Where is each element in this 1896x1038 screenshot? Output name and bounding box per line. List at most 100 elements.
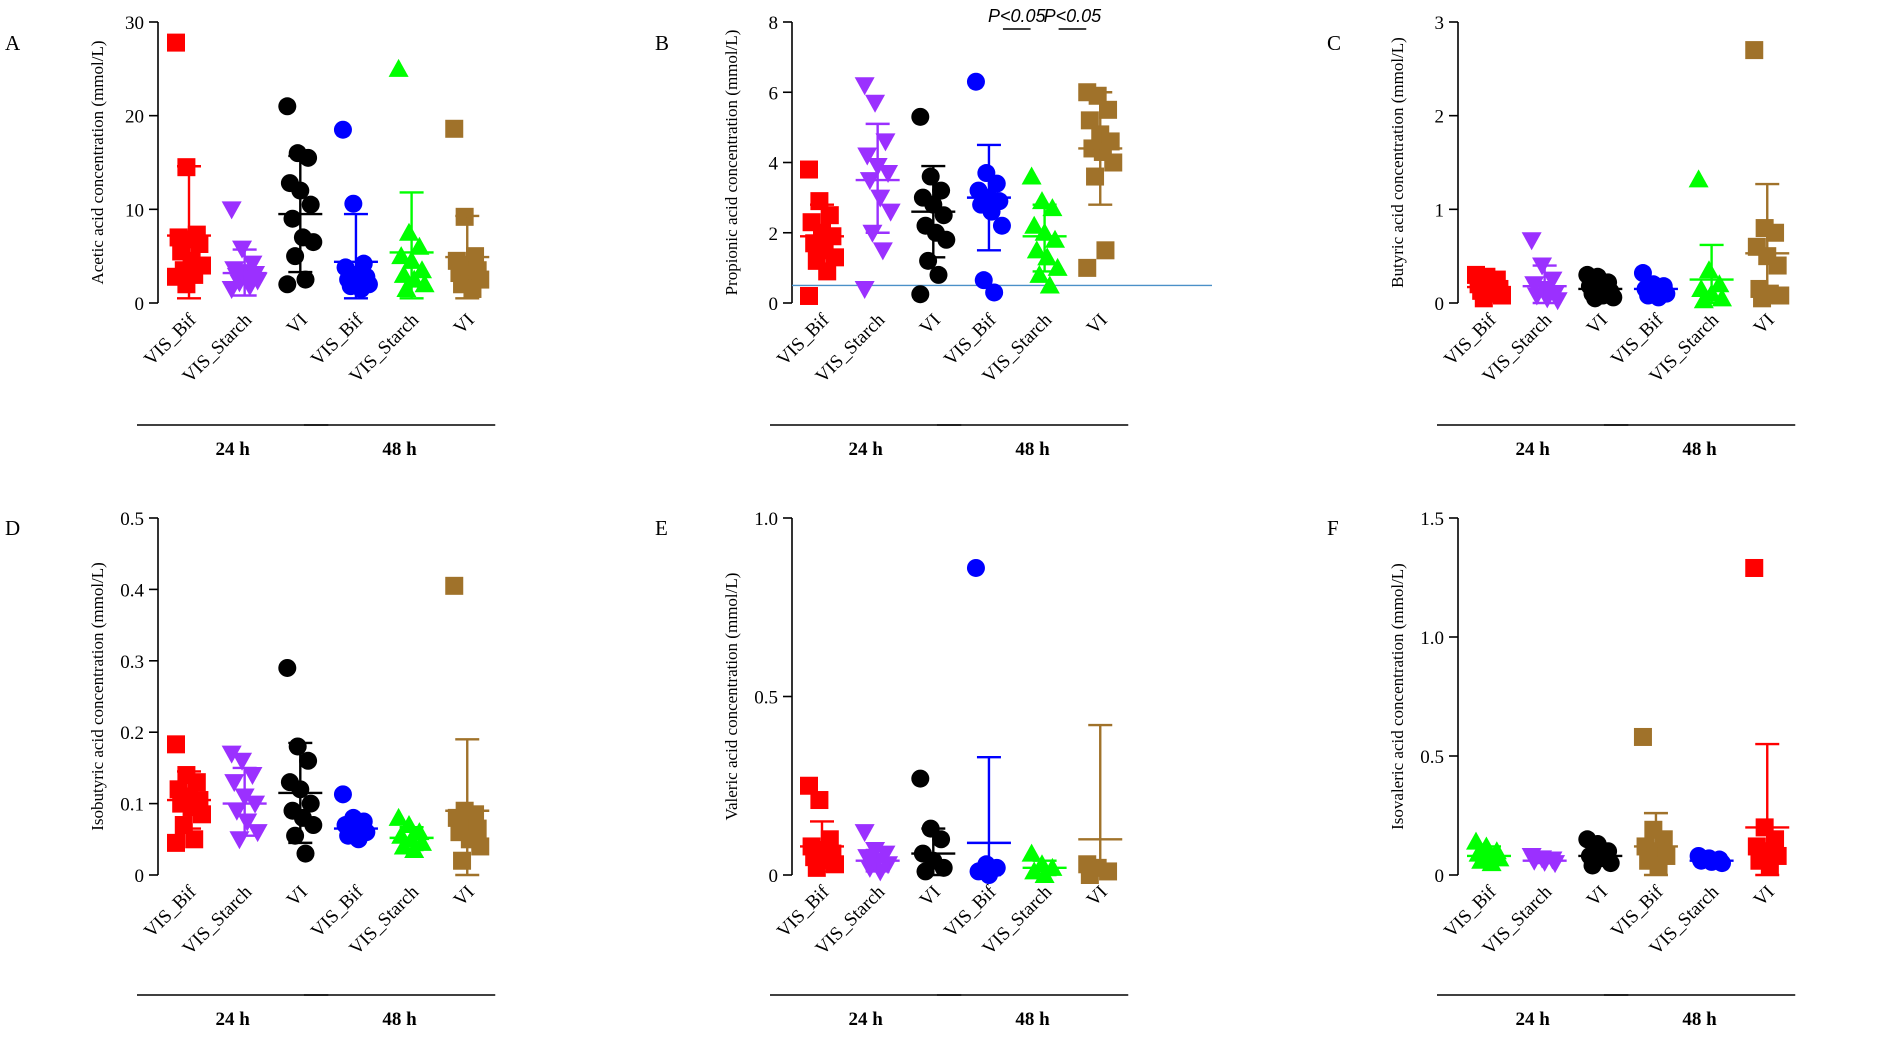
panel-d: D 0 0.1 0.2 0.3 0.4 0.5 Isobutyric acid concent… [5,509,496,1030]
data-point [932,830,951,849]
data-point [820,206,839,225]
y-tick-label: 6 [769,83,779,104]
series-vis-starch [1021,843,1067,883]
y-tick-label: 4 [769,154,779,175]
data-point [404,269,425,288]
data-point [399,222,419,241]
data-point [1096,241,1115,260]
category-label: VI [283,310,312,339]
category-label: VI [1750,882,1779,911]
data-point [929,265,948,284]
data-point [333,785,352,804]
series-vis-starch [221,745,268,850]
data-point [296,270,315,289]
category-label: VI [450,882,479,911]
series-vi [911,107,956,304]
data-point [1104,153,1123,172]
data-point [1745,558,1764,577]
data-point [987,174,1006,193]
data-point [854,824,875,843]
series-vis-bif [333,785,378,849]
y-tick-label: 0.5 [1420,747,1444,768]
data-point [237,813,258,832]
y-axis-label: Valeric acid concentration (mmol/L) [722,573,741,821]
series-vis-starch [1689,846,1734,873]
data-point [391,246,412,265]
data-point [221,280,242,299]
series-vis-starch [1521,847,1567,874]
data-point [301,195,320,214]
y-axis-label: Acetic acid concentration (mmol/L) [88,40,107,284]
data-point [247,824,268,843]
data-point [414,274,435,293]
data-point [911,285,930,304]
series-vi [278,658,323,863]
data-point [911,107,930,126]
data-point [299,148,318,167]
y-tick-label: 0.5 [120,509,144,530]
data-point [1080,111,1099,130]
series-vi [1578,830,1623,875]
series-vis-bif [1633,727,1678,877]
data-point [872,242,893,261]
data-point [937,230,956,249]
category-label: VI [916,310,945,339]
panel-letter: F [1327,516,1339,540]
y-tick-label: 10 [125,200,144,221]
data-point [1745,41,1764,60]
data-point [221,745,242,764]
data-point [1768,256,1787,275]
data-point [878,165,899,184]
group-label: 48 h [1682,439,1717,460]
data-point [880,203,901,222]
data-point [934,206,953,225]
series-vi [1578,265,1623,308]
data-point [301,794,320,813]
y-axis-label: Isobutyric acid concentration (mmol/L) [88,562,107,831]
series-vis-starch [388,807,434,859]
series-vis-bif [167,33,211,300]
group-label: 48 h [1015,439,1050,460]
data-point [1547,292,1568,311]
panel-letter: B [655,31,669,55]
group-label: 24 h [1515,1009,1550,1030]
data-point [187,773,206,792]
series-vis-bif [966,72,1011,302]
category-label: VI [283,882,312,911]
y-axis-label: Propionic acid concentration (mmol/L) [722,30,741,296]
series-vis-starch [854,824,900,882]
data-point [167,833,185,852]
significance-label: P<0.05 [1044,6,1103,26]
series-vis-starch [854,77,901,299]
series-vi [1078,83,1123,277]
data-point [921,167,940,186]
y-tick-label: 0 [135,294,145,315]
data-point [1709,274,1730,293]
data-point [1042,198,1063,217]
data-point [982,202,1001,221]
y-axis-label: Butyric acid concentration (mmol/L) [1388,37,1407,288]
series-vi [911,769,956,881]
data-point [857,147,878,166]
y-tick-label: 0 [769,294,779,315]
data-point [966,72,985,91]
data-point [412,260,432,279]
data-point [1039,275,1060,294]
data-point [1024,215,1045,234]
series-vis-bif [1633,264,1678,307]
data-point [810,791,829,810]
panel-letter: A [5,31,21,55]
data-point [190,234,209,253]
y-tick-label: 1 [1435,200,1445,221]
category-label: VI [1083,310,1112,339]
group-label: 24 h [1515,439,1550,460]
data-point [185,830,204,849]
series-vis-bif [800,160,844,305]
data-point [1688,169,1709,188]
data-point [934,858,953,877]
series-vis-starch [388,58,435,300]
data-point [409,236,430,255]
group-label: 48 h [1015,1009,1050,1030]
y-tick-label: 1.0 [754,509,778,530]
series-vi [1745,41,1790,308]
